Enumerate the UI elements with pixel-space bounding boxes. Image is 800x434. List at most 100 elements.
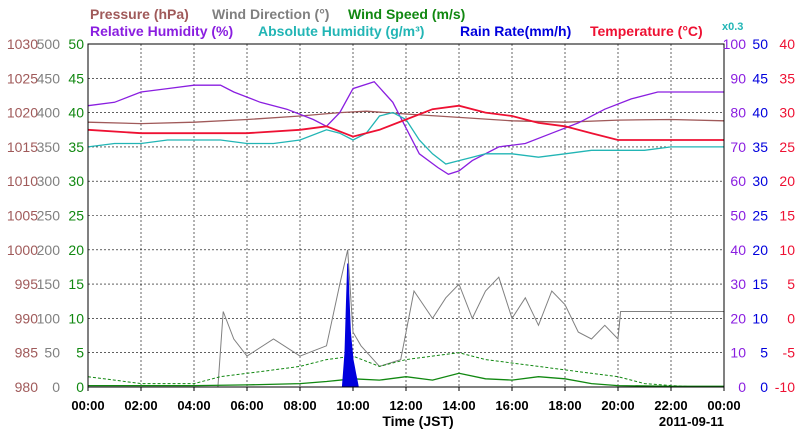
grid [88,44,724,387]
y-tick-label-pressure: 1015 [7,139,38,155]
y-tick-label-rain-rate: 0 [760,379,768,395]
y-tick-label-wind-speed: 25 [68,208,84,224]
y-tick-label-pressure: 1020 [7,105,38,121]
y-tick-label-relative-humidity: 10 [730,345,746,361]
series-wind-direction [88,249,724,388]
x-tick-label: 06:00 [230,398,263,413]
y-tick-label-relative-humidity: 90 [730,70,746,86]
y-tick-label-rain-rate: 30 [752,173,768,189]
y-tick-label-temperature: 10 [779,242,795,258]
x-tick-label: 04:00 [177,398,210,413]
legend-pressure: Pressure (hPa) [90,6,189,22]
y-tick-label-rain-rate: 10 [752,310,768,326]
y-tick-label-rain-rate: 20 [752,242,768,258]
series-pressure-hpa [87,110,725,125]
x-tick-label: 10:00 [336,398,369,413]
series-wind-speed-smoothed-m-s [88,372,724,387]
y-tick-label-wind-speed: 10 [68,310,84,326]
series-temperature-c [87,104,724,141]
y-tick-label-rain-rate: 45 [752,70,768,86]
date-label: 2011-09-11 [659,414,724,429]
y-tick-label-wind-direction: 300 [37,173,61,189]
y-tick-label-relative-humidity: 30 [730,276,746,292]
y-tick-label-rain-rate: 50 [752,36,768,52]
x-tick-label: 20:00 [601,398,634,413]
legend-temperature: Temperature (°C) [590,23,703,39]
y-tick-label-wind-direction: 400 [37,105,61,121]
y-tick-label-temperature: 30 [779,105,795,121]
x-axis-label: Time (JST) [382,413,453,429]
y-tick-label-temperature: 40 [779,36,795,52]
y-tick-label-relative-humidity: 0 [738,379,746,395]
series-layer [87,80,725,388]
y-tick-label-wind-speed: 45 [68,70,84,86]
y-tick-label-wind-speed: 0 [76,379,84,395]
y-tick-label-wind-speed: 50 [68,36,84,52]
series-wind-speed-m-s [87,352,724,388]
y-tick-label-wind-direction: 200 [37,242,61,258]
y-tick-label-wind-direction: 0 [52,379,60,395]
y-tick-label-relative-humidity: 50 [730,208,746,224]
y-tick-label-temperature: 5 [787,276,795,292]
y-tick-label-relative-humidity: 40 [730,242,746,258]
legend-scale-note: x0.3 [722,21,743,33]
x-tick-label: 02:00 [124,398,157,413]
y-tick-label-pressure: 985 [15,345,39,361]
x-tick-label: 12:00 [389,398,422,413]
y-tick-label-wind-direction: 500 [37,36,61,52]
y-tick-label-wind-direction: 350 [37,139,61,155]
y-tick-label-wind-speed: 40 [68,105,84,121]
y-tick-label-wind-direction: 450 [37,70,61,86]
y-tick-label-relative-humidity: 80 [730,105,746,121]
y-tick-label-wind-direction: 100 [37,310,61,326]
y-tick-label-pressure: 1025 [7,70,38,86]
legend-wind-speed: Wind Speed (m/s) [348,6,465,22]
x-tick-label: 00:00 [71,398,104,413]
y-tick-label-pressure: 1030 [7,36,38,52]
legend-wind-direction: Wind Direction (°) [212,6,329,22]
y-tick-label-pressure: 1000 [7,242,38,258]
y-tick-label-temperature: -10 [775,379,795,395]
y-tick-label-temperature: 20 [779,173,795,189]
y-tick-label-pressure: 1005 [7,208,38,224]
y-tick-label-temperature: -5 [783,345,796,361]
series-rain-rate-mm-h [88,263,724,388]
y-tick-label-relative-humidity: 60 [730,173,746,189]
x-tick-label: 16:00 [495,398,528,413]
y-tick-label-relative-humidity: 70 [730,139,746,155]
x-tick-label: 08:00 [283,398,316,413]
y-tick-label-wind-speed: 20 [68,242,84,258]
y-tick-label-wind-direction: 250 [37,208,61,224]
y-tick-label-wind-direction: 50 [44,345,60,361]
y-tick-label-relative-humidity: 20 [730,310,746,326]
y-tick-label-rain-rate: 25 [752,208,768,224]
y-tick-label-pressure: 995 [15,276,39,292]
legend-rain-rate: Rain Rate(mm/h) [460,23,571,39]
y-tick-label-temperature: 35 [779,70,795,86]
y-tick-label-rain-rate: 5 [760,345,768,361]
y-tick-label-temperature: 0 [787,310,795,326]
y-tick-label-relative-humidity: 100 [723,36,747,52]
y-tick-label-pressure: 1010 [7,173,38,189]
series-relative-humidity [87,80,724,176]
y-tick-label-temperature: 25 [779,139,795,155]
y-tick-label-temperature: 15 [779,208,795,224]
x-tick-label: 14:00 [442,398,475,413]
x-tick-label: 18:00 [548,398,581,413]
y-tick-label-pressure: 990 [15,310,39,326]
y-tick-label-wind-speed: 30 [68,173,84,189]
tick-labels: 00:00 02:00 04:00 06:00 08:00 10:00 12:00 14:00… [7,36,795,413]
y-tick-label-rain-rate: 40 [752,105,768,121]
y-tick-label-pressure: 980 [15,379,39,395]
legend-relative-humidity: Relative Humidity (%) [90,23,233,39]
y-tick-label-wind-speed: 35 [68,139,84,155]
x-tick-label: 00:00 [707,398,740,413]
x-tick-label: 22:00 [654,398,687,413]
y-tick-label-rain-rate: 15 [752,276,768,292]
y-tick-label-wind-speed: 5 [76,345,84,361]
y-tick-label-wind-direction: 150 [37,276,61,292]
legend-absolute-humidity: Absolute Humidity (g/m³) [258,23,424,39]
y-tick-label-wind-speed: 15 [68,276,84,292]
y-tick-label-rain-rate: 35 [752,139,768,155]
